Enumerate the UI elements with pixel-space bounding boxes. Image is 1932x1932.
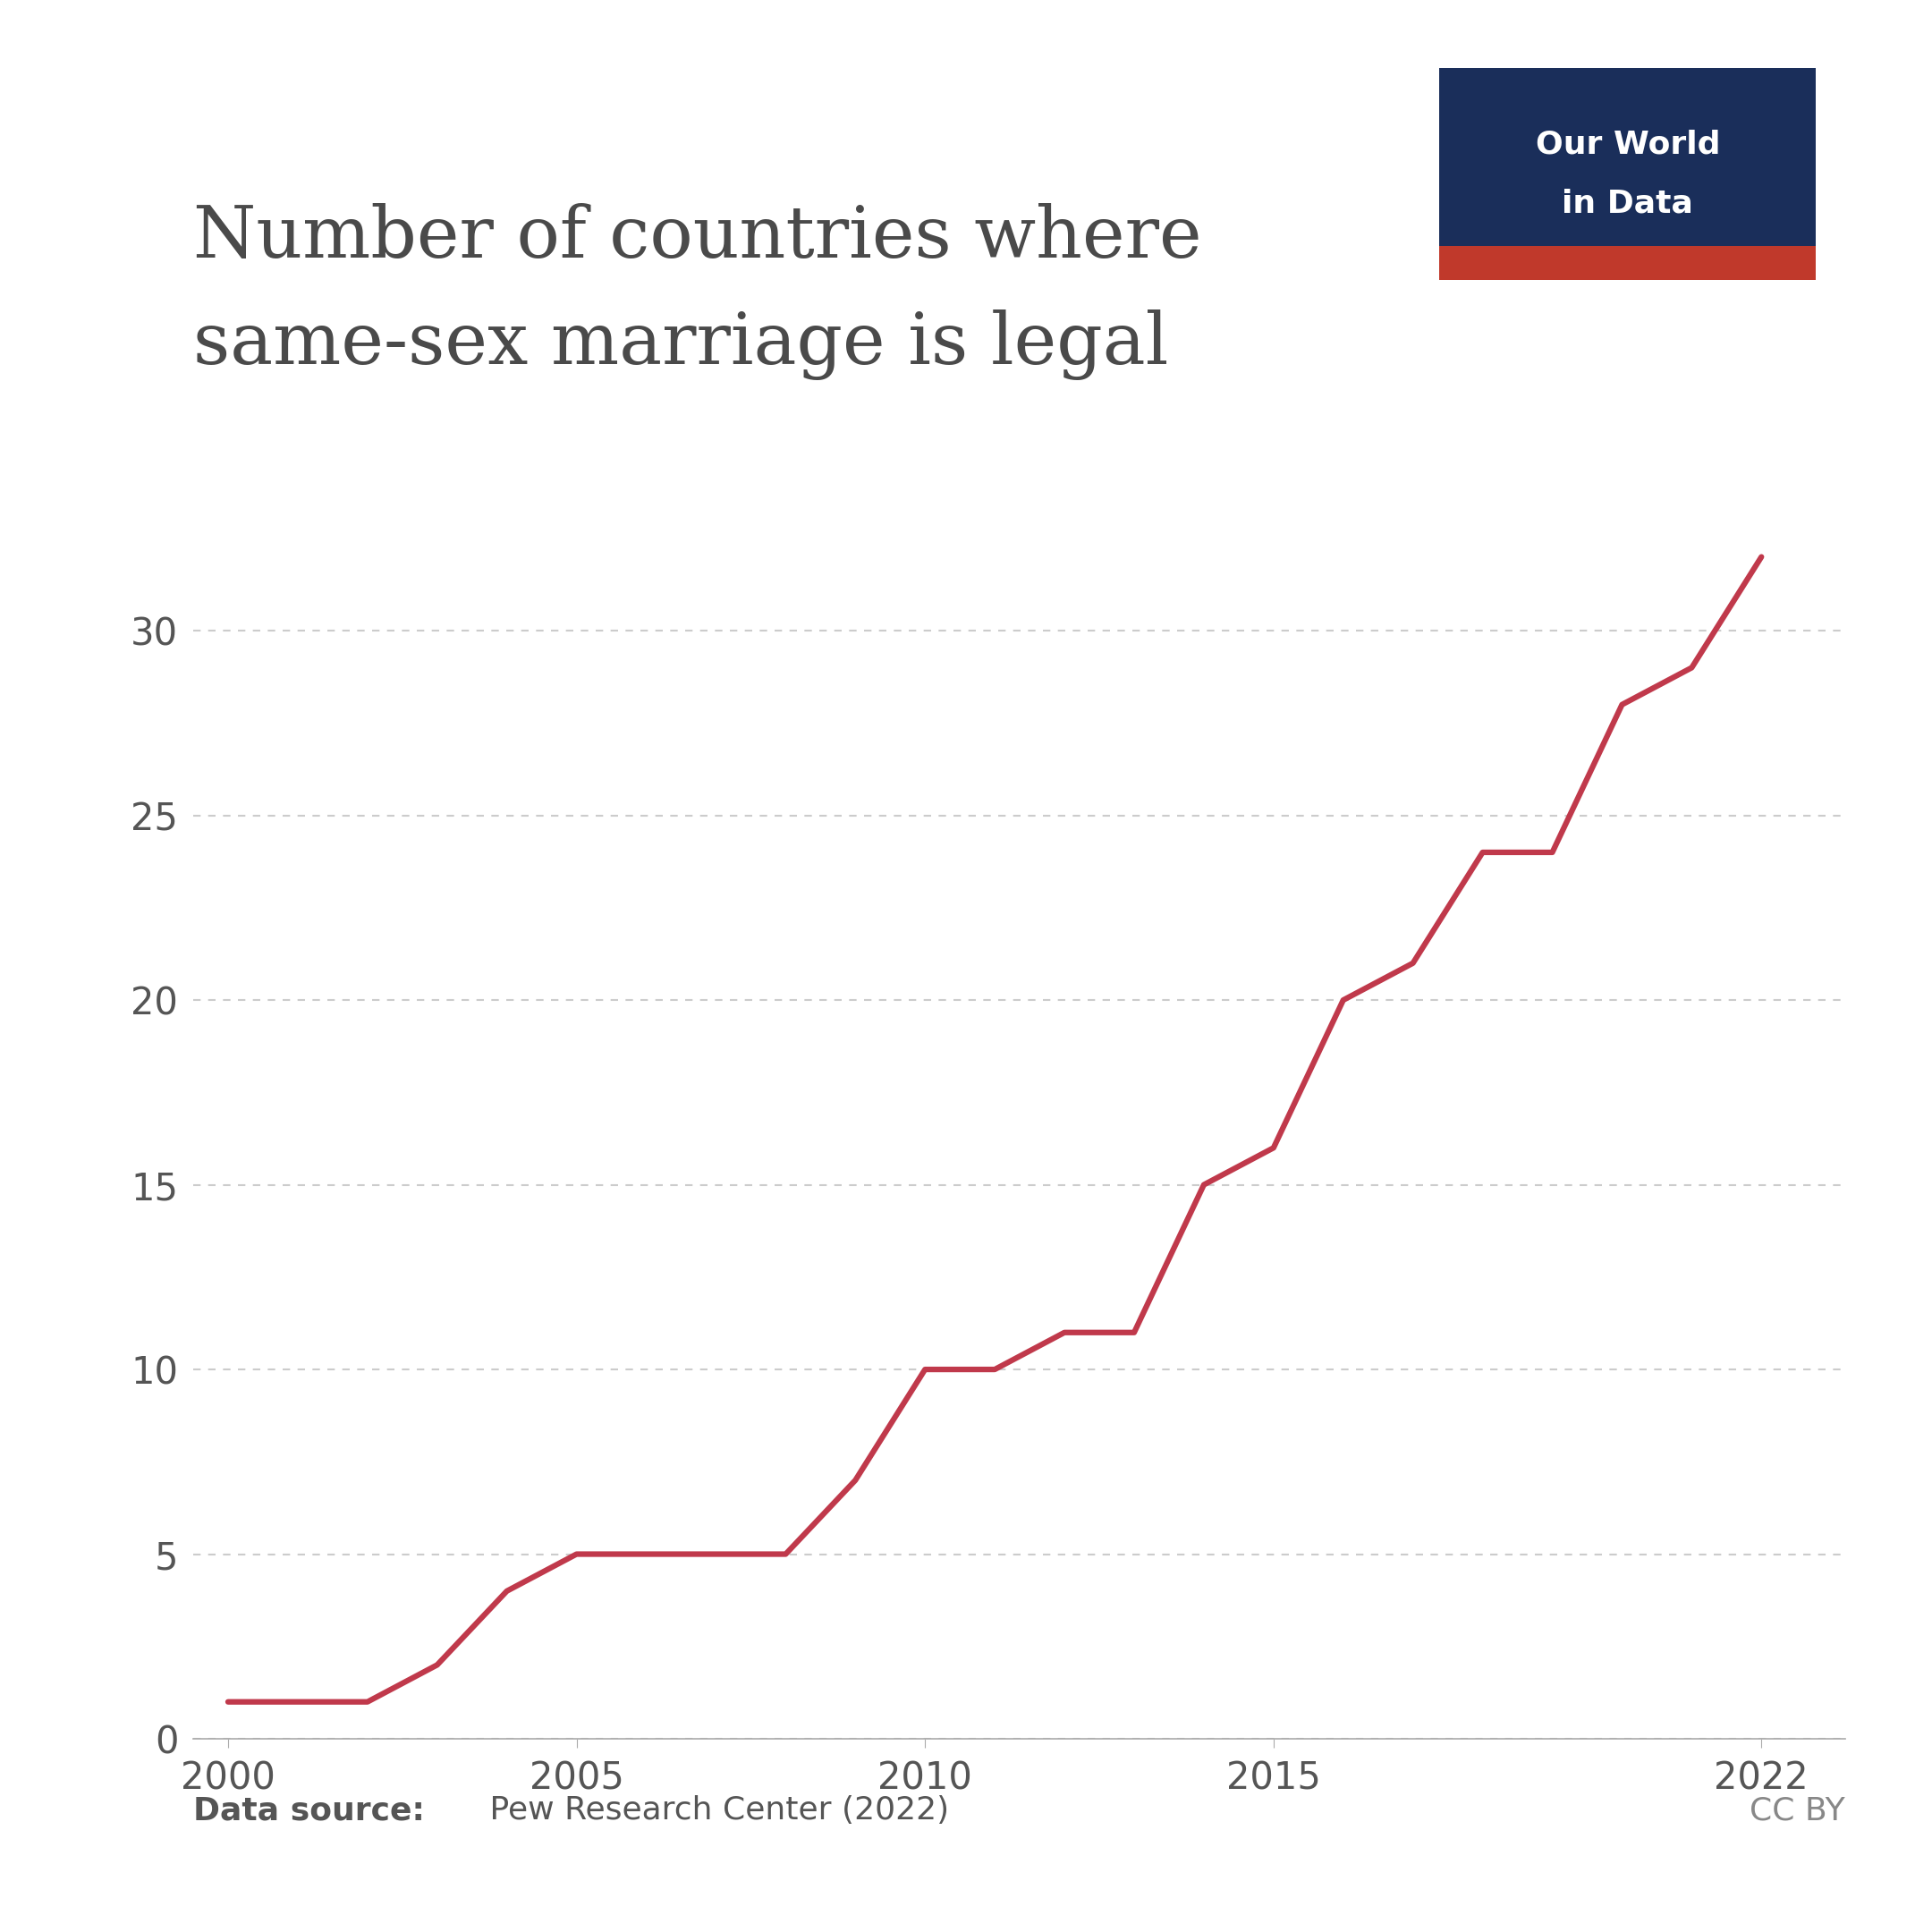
Text: same-sex marriage is legal: same-sex marriage is legal bbox=[193, 309, 1169, 381]
Text: in Data: in Data bbox=[1563, 189, 1692, 218]
Bar bbox=[1439, 245, 1816, 280]
Text: Number of countries where: Number of countries where bbox=[193, 203, 1202, 272]
Text: Pew Research Center (2022): Pew Research Center (2022) bbox=[479, 1795, 949, 1826]
Text: Data source:: Data source: bbox=[193, 1795, 425, 1826]
Text: Our World: Our World bbox=[1536, 129, 1719, 158]
Text: CC BY: CC BY bbox=[1750, 1795, 1845, 1826]
